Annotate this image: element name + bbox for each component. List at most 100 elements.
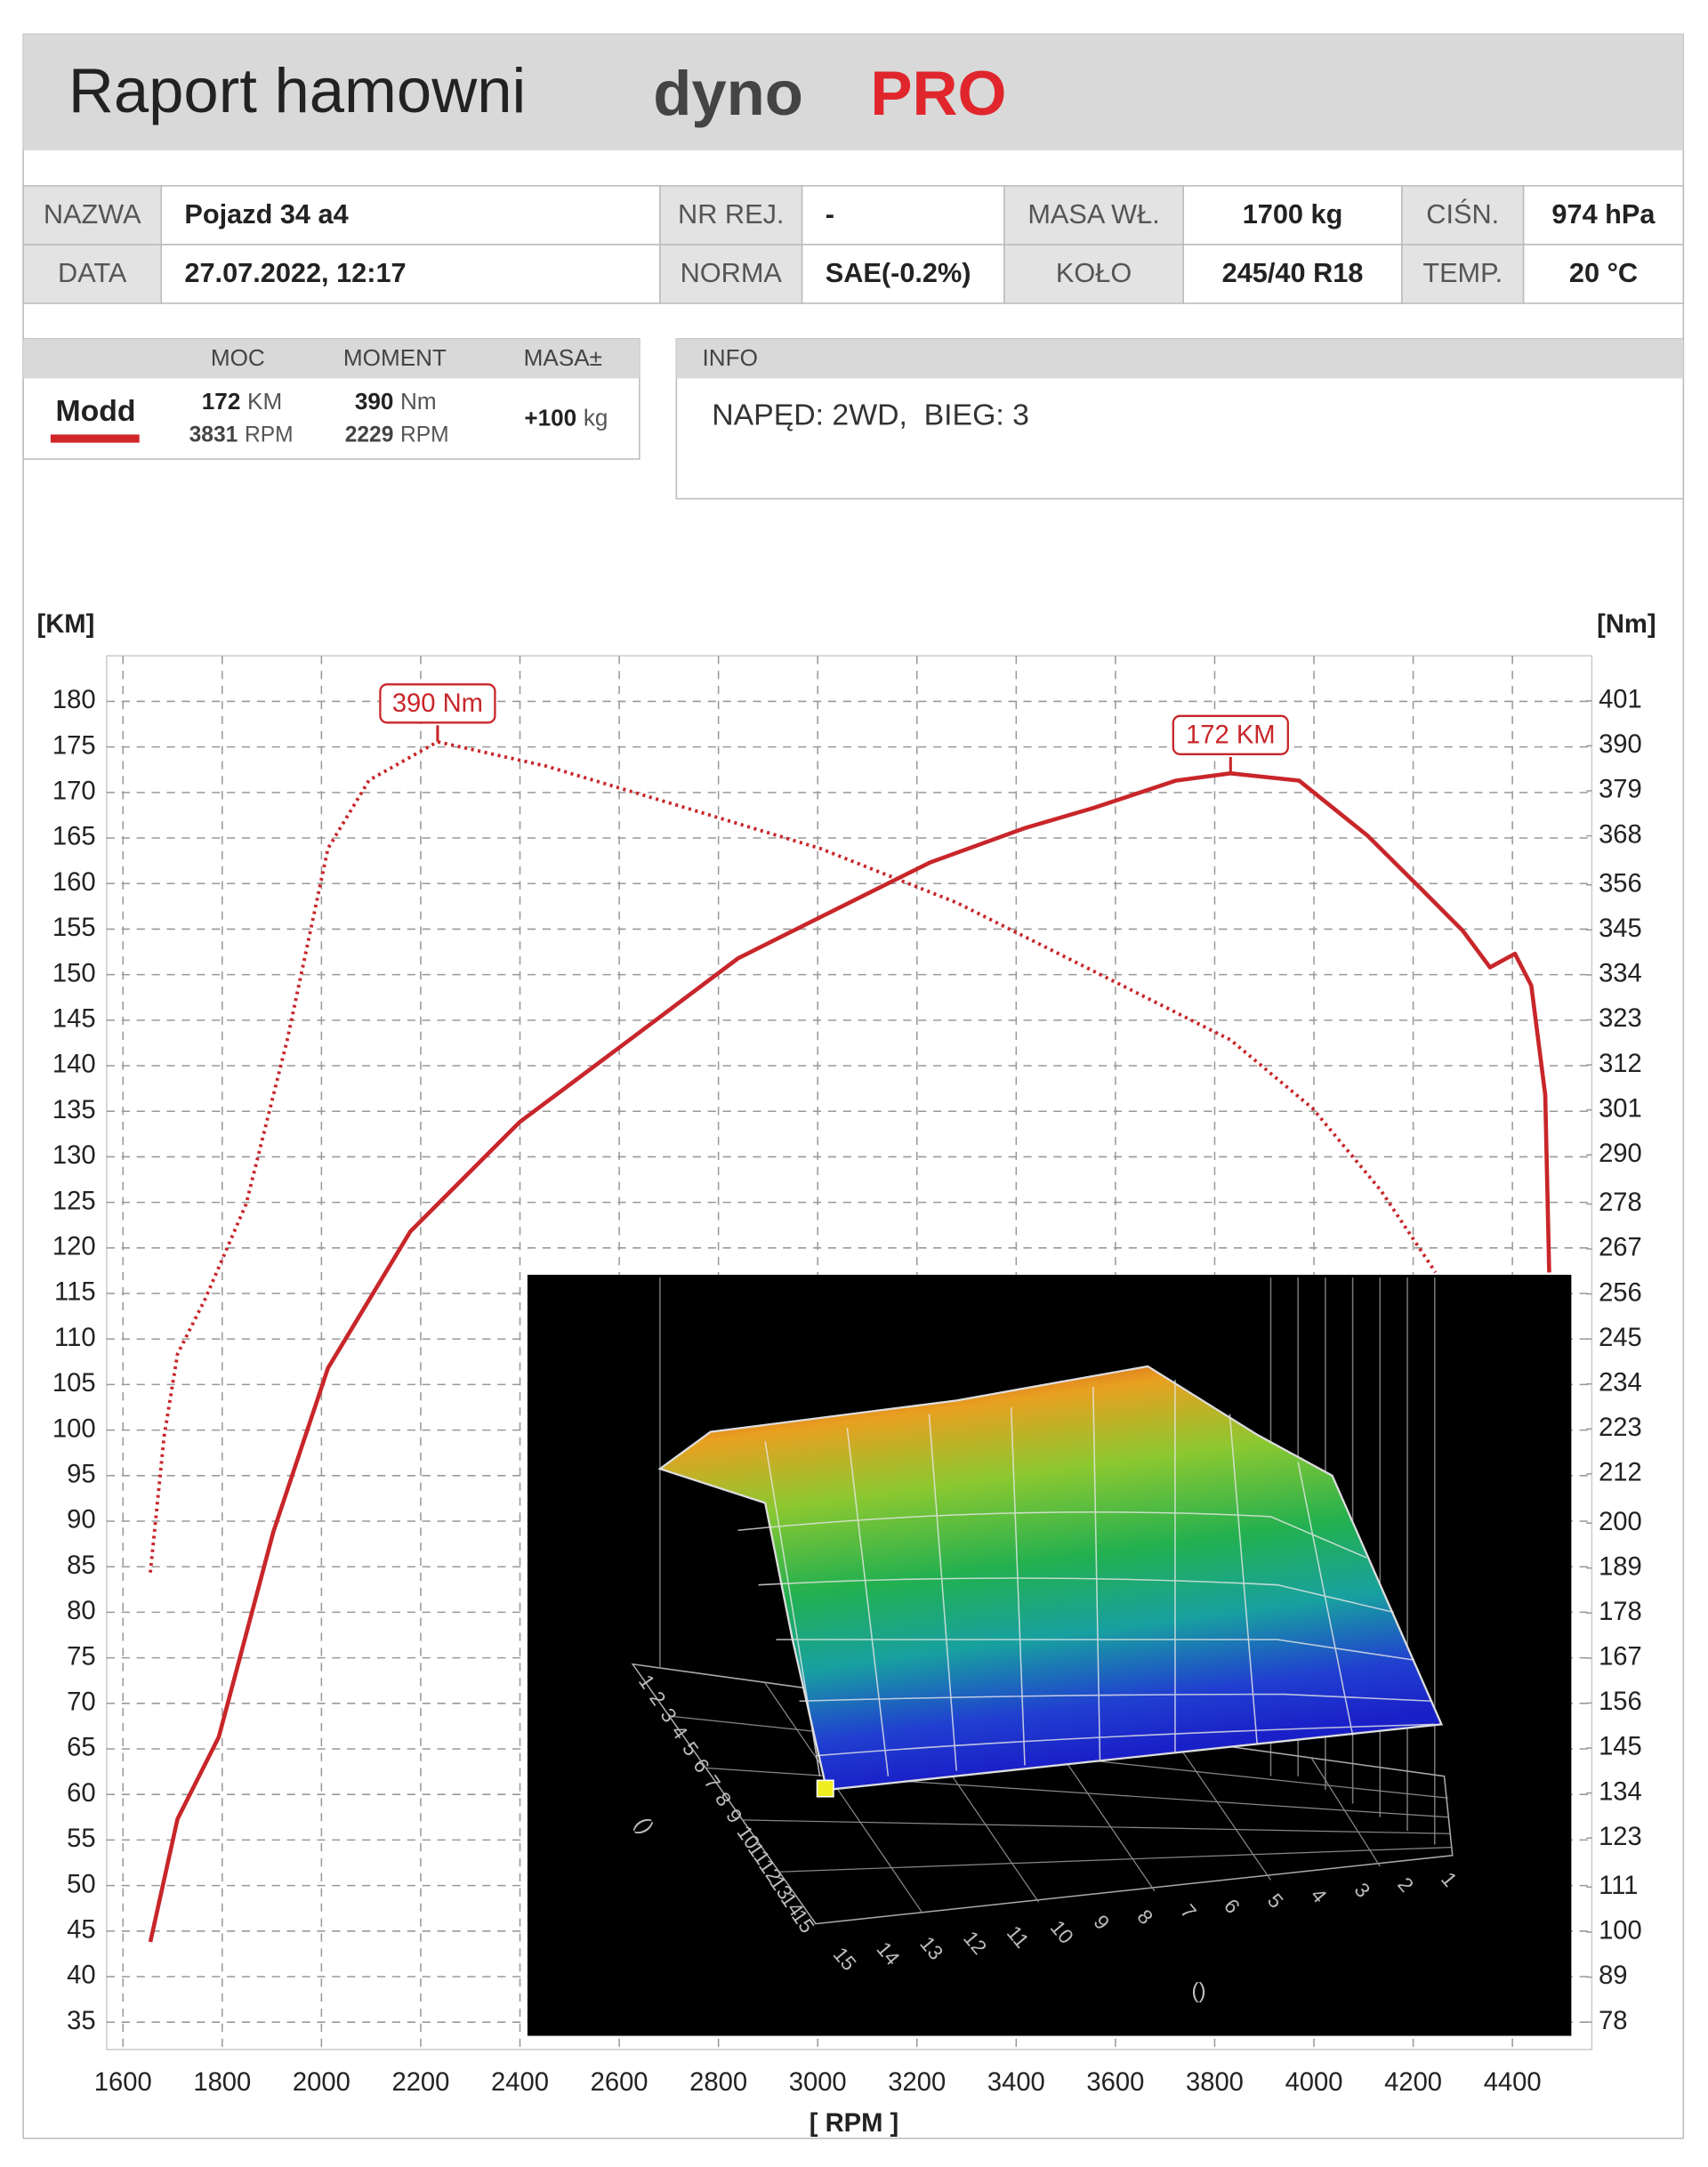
- label-cell: [22, 244, 163, 304]
- y2-tick-label: 100: [1599, 1917, 1642, 1945]
- y-tick-label: 125: [52, 1187, 96, 1215]
- summary-value: 3831: [189, 423, 238, 447]
- y2-tick-label: 111: [1599, 1872, 1638, 1900]
- inset-axis-label: (): [1191, 1979, 1205, 2003]
- field-value: 1700 kg: [1243, 198, 1343, 230]
- summary-header: MOMENT: [343, 344, 447, 371]
- label-cell: [1003, 185, 1184, 246]
- field-value: 974 hPa: [1551, 198, 1656, 230]
- plot-frame: [106, 655, 1593, 2050]
- info-band: [676, 338, 1684, 379]
- y-tick-label: 160: [52, 868, 96, 897]
- info-title: INFO: [703, 344, 758, 371]
- y-tick-label: 35: [67, 2007, 95, 2035]
- value-cell: [1522, 244, 1685, 304]
- title: Raport hamowni: [68, 55, 526, 125]
- y2-tick-label: 401: [1599, 686, 1642, 714]
- label-cell: [659, 244, 803, 304]
- annotation-label: 390 Nm: [392, 689, 483, 718]
- x-tick-label: 4200: [1384, 2068, 1442, 2097]
- y2-tick-label: 390: [1599, 730, 1642, 759]
- x-tick-label: 3600: [1086, 2068, 1144, 2097]
- summary-value: 390: [355, 388, 394, 415]
- field-label: CIŚN.: [1426, 197, 1499, 230]
- y2-tick-label: 89: [1599, 1962, 1627, 1990]
- x-axis-label: [ RPM ]: [810, 2109, 898, 2138]
- summary-value: 2229: [345, 423, 394, 447]
- y2-tick-label: 356: [1599, 869, 1642, 898]
- y2-tick-label: 256: [1599, 1278, 1642, 1307]
- field-value: Pojazd 34 a4: [184, 198, 348, 230]
- x-tick-label: 1800: [193, 2068, 251, 2097]
- x-tick-label: 3800: [1186, 2068, 1244, 2097]
- label-cell: [1401, 185, 1525, 246]
- summary-unit: RPM: [245, 423, 294, 447]
- field-value: 245/40 R18: [1222, 257, 1364, 288]
- y2-tick-label: 312: [1599, 1050, 1642, 1078]
- y2-tick-label: 278: [1599, 1188, 1642, 1217]
- series-swatch: [50, 434, 140, 443]
- y2-tick-label: 379: [1599, 776, 1642, 804]
- y2-tick-label: 167: [1599, 1643, 1642, 1672]
- info-table: NAZWA Pojazd 34 a4 NR REJ. - MASA WŁ. 1700 kg…: [22, 185, 1685, 304]
- value-cell: [801, 244, 1005, 304]
- x-tick-label: 2600: [591, 2068, 649, 2097]
- series-line: [149, 739, 1438, 1573]
- y-tick-label: 165: [52, 823, 96, 851]
- label-cell: [1401, 244, 1525, 304]
- annotation-box: [379, 683, 496, 724]
- y2-tick-label: 234: [1599, 1368, 1642, 1397]
- x-tick-label: 2000: [293, 2068, 350, 2097]
- y-tick-label: 170: [52, 777, 96, 806]
- brand: dyno: [653, 58, 803, 128]
- summary-value: 172: [202, 388, 241, 415]
- field-label: MASA WŁ.: [1027, 198, 1159, 230]
- y-tick-label: 110: [54, 1324, 96, 1352]
- y2-tick-label: 134: [1599, 1777, 1642, 1806]
- y-tick-label: 140: [52, 1051, 96, 1079]
- y2-tick-label: 212: [1599, 1459, 1642, 1487]
- annotation-label: 172 KM: [1186, 721, 1276, 750]
- annotation-box: [1172, 714, 1289, 755]
- summary-value: +100: [524, 404, 576, 431]
- summary-header: MOC: [211, 344, 265, 371]
- field-label: NR REJ.: [678, 198, 784, 230]
- field-value: SAE(-0.2%): [826, 257, 971, 288]
- y-tick-label: 45: [67, 1915, 95, 1944]
- label-cell: [1003, 244, 1184, 304]
- field-label: NAZWA: [44, 198, 141, 230]
- y-tick-label: 145: [52, 1005, 96, 1034]
- x-tick-label: 4000: [1285, 2068, 1343, 2097]
- inset-surface-grid: [737, 1380, 1435, 1776]
- y2-tick-label: 267: [1599, 1234, 1642, 1262]
- y-tick-label: 40: [67, 1962, 95, 1990]
- y-tick-label: 75: [67, 1642, 95, 1671]
- y-tick-label: 105: [52, 1369, 96, 1398]
- y-tick-label: 80: [67, 1597, 95, 1625]
- y2-tick-label: 290: [1599, 1140, 1642, 1168]
- y2-tick-label: 178: [1599, 1598, 1642, 1626]
- field-value: 20 °C: [1569, 257, 1638, 288]
- label-cell: [22, 185, 163, 246]
- y2-tick-label: 123: [1599, 1823, 1642, 1851]
- y-tick-label: 60: [67, 1779, 95, 1808]
- y-tick-label: 55: [67, 1825, 95, 1853]
- y-tick-label: 155: [52, 914, 96, 942]
- y-tick-label: 115: [54, 1278, 96, 1307]
- summary-unit: KM: [247, 388, 282, 415]
- summary-unit: Nm: [400, 388, 437, 415]
- series-name: Modd: [56, 394, 136, 428]
- y2-tick-label: 245: [1599, 1324, 1642, 1352]
- x-tick-label: 4400: [1484, 2068, 1542, 2097]
- field-label: KOŁO: [1056, 257, 1132, 288]
- y-tick-label: 175: [52, 731, 96, 760]
- y2-axis-label: [Nm]: [1597, 610, 1656, 639]
- header-band: [23, 34, 1684, 150]
- x-tick-label: 3400: [987, 2068, 1045, 2097]
- field-label: TEMP.: [1422, 257, 1503, 288]
- x-tick-label: 3000: [789, 2068, 847, 2097]
- field-value: 27.07.2022, 12:17: [184, 257, 406, 288]
